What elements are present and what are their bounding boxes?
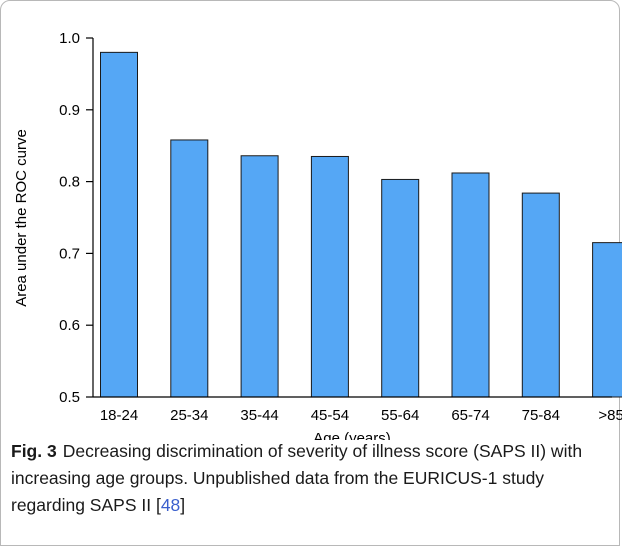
- x-ticks-group: 18-24 25-34 35-44 45-54 55-64 65-74 75-84 >85: [100, 407, 622, 424]
- x-axis-label: Age (years): [313, 430, 391, 440]
- y-tick-label: 0.5: [59, 389, 80, 406]
- bar-55-64: [381, 178, 420, 398]
- y-axis-label: Area under the ROC curve: [13, 129, 30, 307]
- caption-text: Decreasing discrimination of severity of…: [11, 441, 583, 515]
- bar-25-34: [170, 139, 209, 398]
- bar-35-44: [240, 155, 279, 398]
- y-tick-label: 0.9: [59, 102, 80, 119]
- y-tick-label: 1.0: [59, 30, 80, 47]
- x-tick-label: >85: [598, 407, 622, 424]
- caption-ref-open: [: [155, 495, 161, 515]
- caption-ref-link[interactable]: 48: [160, 495, 181, 515]
- bar->85: [592, 242, 622, 398]
- bar-chart: 0.5 0.6 0.7 0.8 0.9 1.0 18-24 25-34 35-44 45-54 5…: [13, 30, 622, 440]
- x-tick-label: 35-44: [240, 407, 278, 424]
- bars-group: [100, 51, 622, 398]
- figure-caption: Fig. 3 Decreasing discrimination of sever…: [11, 438, 611, 519]
- caption-label: Fig. 3: [11, 441, 57, 461]
- bar-45-54: [310, 155, 349, 398]
- x-tick-label: 18-24: [100, 407, 138, 424]
- x-tick-label: 65-74: [451, 407, 489, 424]
- y-ticks-group: 0.5 0.6 0.7 0.8 0.9 1.0: [59, 30, 93, 406]
- bar-75-84: [521, 192, 560, 398]
- bar-18-24: [100, 51, 138, 398]
- x-tick-label: 75-84: [522, 407, 560, 424]
- y-tick-label: 0.7: [59, 245, 80, 262]
- x-tick-label: 25-34: [170, 407, 208, 424]
- bar-65-74: [451, 172, 490, 398]
- y-tick-label: 0.6: [59, 317, 80, 334]
- y-tick-label: 0.8: [59, 174, 80, 191]
- axes-group: [92, 38, 612, 398]
- caption-ref-close: ]: [180, 495, 186, 515]
- x-tick-label: 55-64: [381, 407, 419, 424]
- x-tick-label: 45-54: [311, 407, 349, 424]
